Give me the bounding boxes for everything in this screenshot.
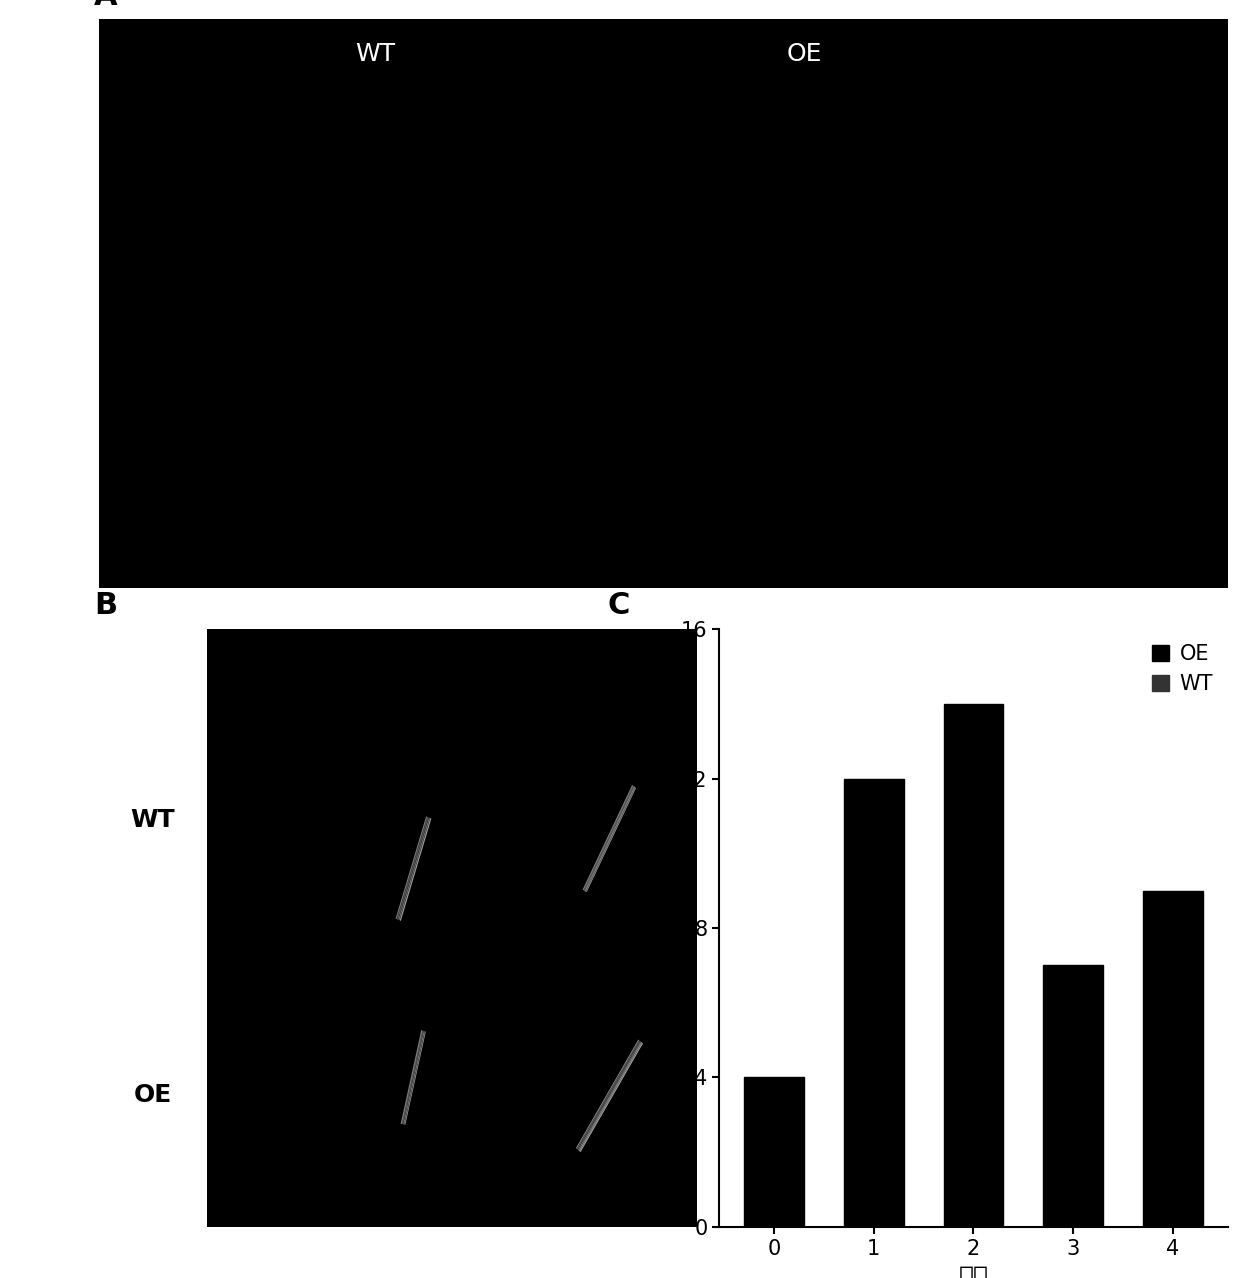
Text: OE: OE	[786, 42, 822, 66]
Bar	[744, 1077, 804, 1227]
Text: WT: WT	[130, 809, 175, 832]
Text: WT: WT	[356, 42, 396, 66]
Legend: OE, WT: OE, WT	[1148, 639, 1218, 698]
Bar	[944, 704, 1003, 1227]
X-axis label: 病级: 病级	[959, 1264, 988, 1278]
Y-axis label: 株数: 株数	[649, 912, 672, 943]
Text: A: A	[93, 0, 118, 10]
Bar	[1043, 965, 1104, 1227]
Text: B: B	[94, 592, 117, 620]
Bar	[844, 778, 904, 1227]
Bar	[1143, 891, 1203, 1227]
Text: OE: OE	[134, 1084, 172, 1108]
Text: C: C	[608, 592, 630, 620]
